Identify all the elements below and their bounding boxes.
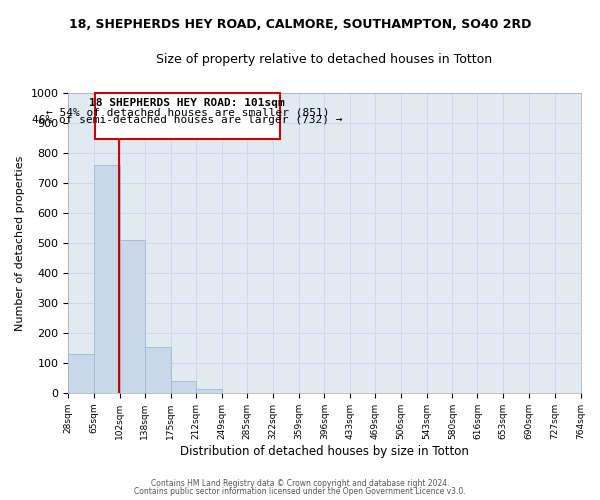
Title: Size of property relative to detached houses in Totton: Size of property relative to detached ho…	[157, 52, 493, 66]
Text: Contains HM Land Registry data © Crown copyright and database right 2024.: Contains HM Land Registry data © Crown c…	[151, 478, 449, 488]
Bar	[170, 381, 196, 393]
Bar	[94, 165, 120, 393]
Text: 18 SHEPHERDS HEY ROAD: 101sqm: 18 SHEPHERDS HEY ROAD: 101sqm	[89, 98, 285, 108]
Text: ← 54% of detached houses are smaller (851): ← 54% of detached houses are smaller (85…	[46, 108, 329, 118]
Y-axis label: Number of detached properties: Number of detached properties	[15, 156, 25, 330]
Bar	[68, 354, 94, 393]
Text: Contains public sector information licensed under the Open Government Licence v3: Contains public sector information licen…	[134, 487, 466, 496]
Bar	[196, 389, 222, 393]
X-axis label: Distribution of detached houses by size in Totton: Distribution of detached houses by size …	[180, 444, 469, 458]
Bar	[120, 240, 145, 393]
Text: 18, SHEPHERDS HEY ROAD, CALMORE, SOUTHAMPTON, SO40 2RD: 18, SHEPHERDS HEY ROAD, CALMORE, SOUTHAM…	[69, 18, 531, 30]
Text: 46% of semi-detached houses are larger (732) →: 46% of semi-detached houses are larger (…	[32, 115, 343, 125]
Bar	[95, 93, 280, 138]
Bar	[145, 348, 170, 393]
